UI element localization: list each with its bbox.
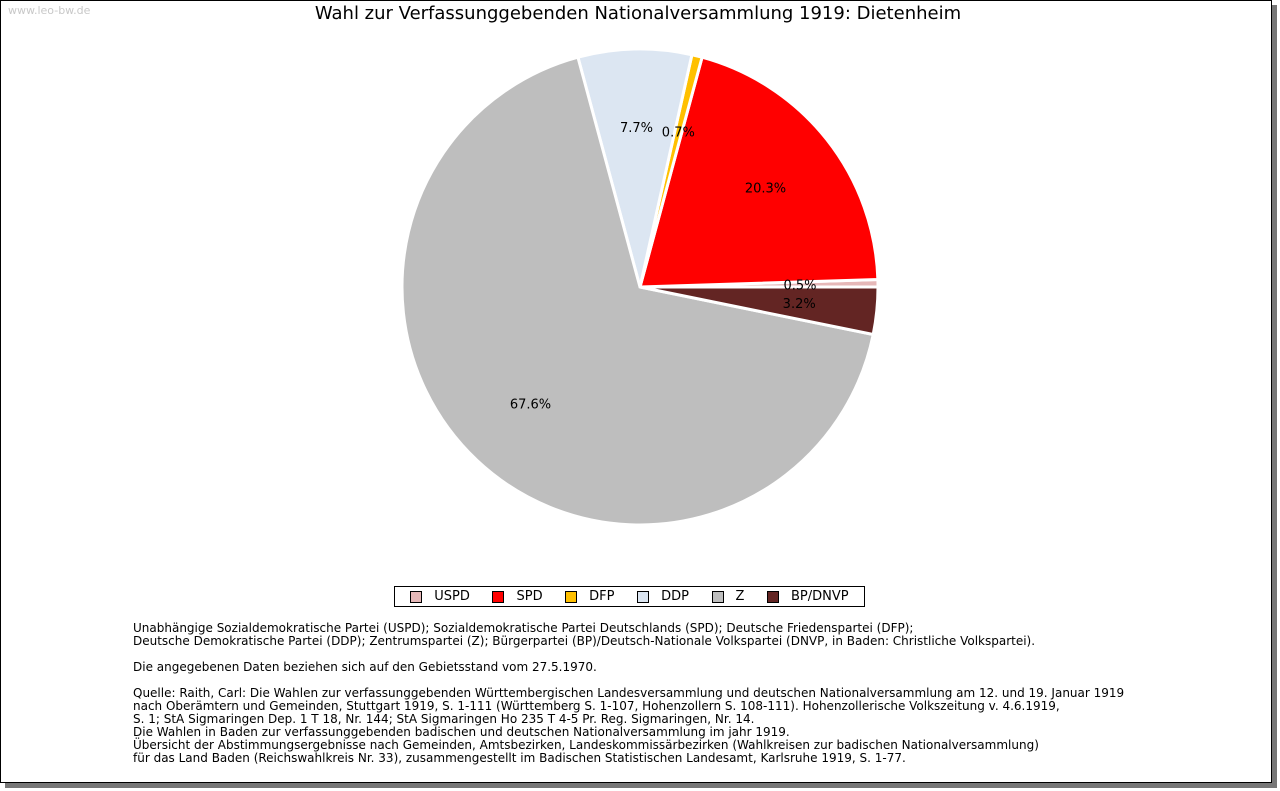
- legend-item-spd: SPD: [492, 589, 543, 604]
- legend-label: Z: [735, 589, 745, 604]
- legend-swatch: [637, 590, 650, 603]
- source-note: Quelle: Raith, Carl: Die Wahlen zur verf…: [133, 686, 1125, 765]
- legend-label: USPD: [434, 589, 470, 604]
- pie-slice-bp-dnvp: [639, 285, 880, 337]
- legend-swatch: [565, 590, 578, 603]
- data-label: 0.7%: [662, 126, 695, 141]
- legend-swatch: [410, 590, 423, 603]
- territory-note: Die angegebenen Daten beziehen sich auf …: [133, 660, 597, 674]
- legend-swatch: [711, 590, 724, 603]
- data-label: 0.5%: [783, 278, 816, 293]
- legend-label: DDP: [661, 589, 689, 604]
- data-label: 3.2%: [783, 297, 816, 312]
- chart-title: Wahl zur Verfassunggebenden Nationalvers…: [314, 3, 962, 24]
- data-label: 20.3%: [745, 182, 786, 197]
- pie-slice-z: [400, 55, 875, 527]
- legend: USPD SPD DFP DDP Z BP/DNVP: [394, 586, 865, 607]
- legend-label: BP/DNVP: [791, 589, 849, 604]
- party-abbreviations: Unabhängige Sozialdemokratische Partei (…: [133, 621, 1036, 648]
- legend-label: SPD: [516, 589, 543, 604]
- legend-item-ddp: DDP: [637, 589, 689, 604]
- legend-swatch: [767, 590, 780, 603]
- legend-item-dfp: DFP: [565, 589, 615, 604]
- legend-item-bp-dnvp: BP/DNVP: [767, 589, 849, 604]
- legend-label: DFP: [589, 589, 615, 604]
- data-label: 67.6%: [510, 398, 551, 413]
- pie-slice-spd: [638, 55, 880, 289]
- data-label: 7.7%: [620, 121, 653, 136]
- legend-item-z: Z: [711, 589, 745, 604]
- watermark: www.leo-bw.de: [8, 4, 91, 17]
- legend-swatch: [492, 590, 505, 603]
- legend-item-uspd: USPD: [410, 589, 470, 604]
- notes: Unabhängige Sozialdemokratische Partei (…: [133, 622, 1124, 778]
- pie-slice-ddp: [576, 47, 694, 288]
- pie-chart: 0.5% 20.3% 0.7% 7.7% 67.6% 3.2%: [400, 47, 880, 527]
